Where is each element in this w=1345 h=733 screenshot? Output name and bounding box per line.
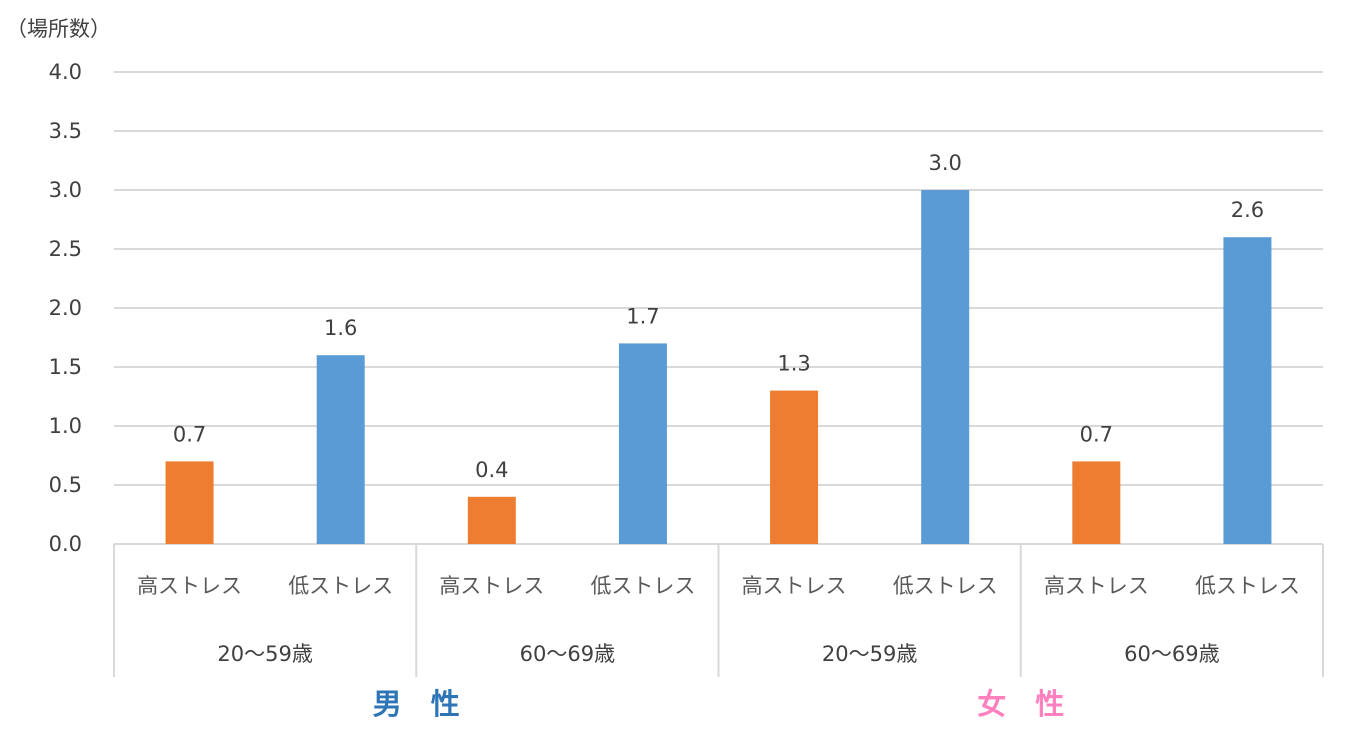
- y-tick-label: 1.5: [49, 355, 82, 379]
- age-group-label: 60〜69歳: [1124, 642, 1219, 666]
- bar: [618, 343, 667, 544]
- bar: [467, 496, 516, 544]
- category-label: 低ストレス: [288, 574, 393, 598]
- y-axis-unit-label: （場所数）: [6, 17, 111, 41]
- y-tick-label: 2.0: [49, 296, 82, 320]
- y-axis-ticks: 0.0 0.5 1.0 1.5 2.0 2.5 3.0 3.5 4.0: [49, 60, 82, 556]
- y-tick-label: 3.0: [49, 178, 82, 202]
- data-label: 0.7: [173, 422, 206, 446]
- age-group-label: 20〜59歳: [217, 642, 312, 666]
- data-label: 1.7: [626, 304, 659, 328]
- category-label: 高ストレス: [137, 574, 242, 598]
- bar: [1223, 237, 1272, 544]
- category-label: 低ストレス: [590, 574, 695, 598]
- x-axis: 高ストレス 低ストレス 高ストレス 低ストレス 高ストレス 低ストレス 高ストレス 低ストレス…: [113, 544, 1324, 677]
- y-tick-label: 2.5: [49, 237, 82, 261]
- y-tick-label: 1.0: [49, 414, 82, 438]
- y-tick-label: 0.5: [49, 473, 82, 497]
- age-group-label: 60〜69歳: [520, 642, 615, 666]
- category-label: 高ストレス: [1044, 574, 1149, 598]
- category-label: 低ストレス: [893, 574, 998, 598]
- bar: [921, 190, 970, 544]
- sex-group-labels: 男 性女 性: [373, 687, 1065, 721]
- data-label: 0.4: [475, 458, 508, 482]
- bar: [316, 355, 365, 544]
- category-label: 高ストレス: [439, 574, 544, 598]
- data-label: 1.3: [777, 352, 810, 376]
- data-label: 2.6: [1231, 198, 1264, 222]
- data-label: 0.7: [1080, 422, 1113, 446]
- y-tick-label: 0.0: [49, 532, 82, 556]
- bar: [165, 461, 214, 544]
- y-tick-label: 4.0: [49, 60, 82, 84]
- category-label: 低ストレス: [1195, 574, 1300, 598]
- age-group-label: 20〜59歳: [822, 642, 917, 666]
- bars: [165, 190, 1272, 544]
- category-label: 高ストレス: [742, 574, 847, 598]
- data-label: 3.0: [928, 151, 961, 175]
- sex-group-label: 女 性: [977, 687, 1064, 721]
- gridlines: [114, 71, 1323, 545]
- bar: [770, 390, 819, 544]
- data-labels: 0.7 1.6 0.4 1.7 1.3 3.0 0.7 2.6: [173, 151, 1264, 482]
- bar: [1072, 461, 1121, 544]
- sex-group-label: 男 性: [373, 687, 460, 721]
- y-tick-label: 3.5: [49, 119, 82, 143]
- data-label: 1.6: [324, 316, 357, 340]
